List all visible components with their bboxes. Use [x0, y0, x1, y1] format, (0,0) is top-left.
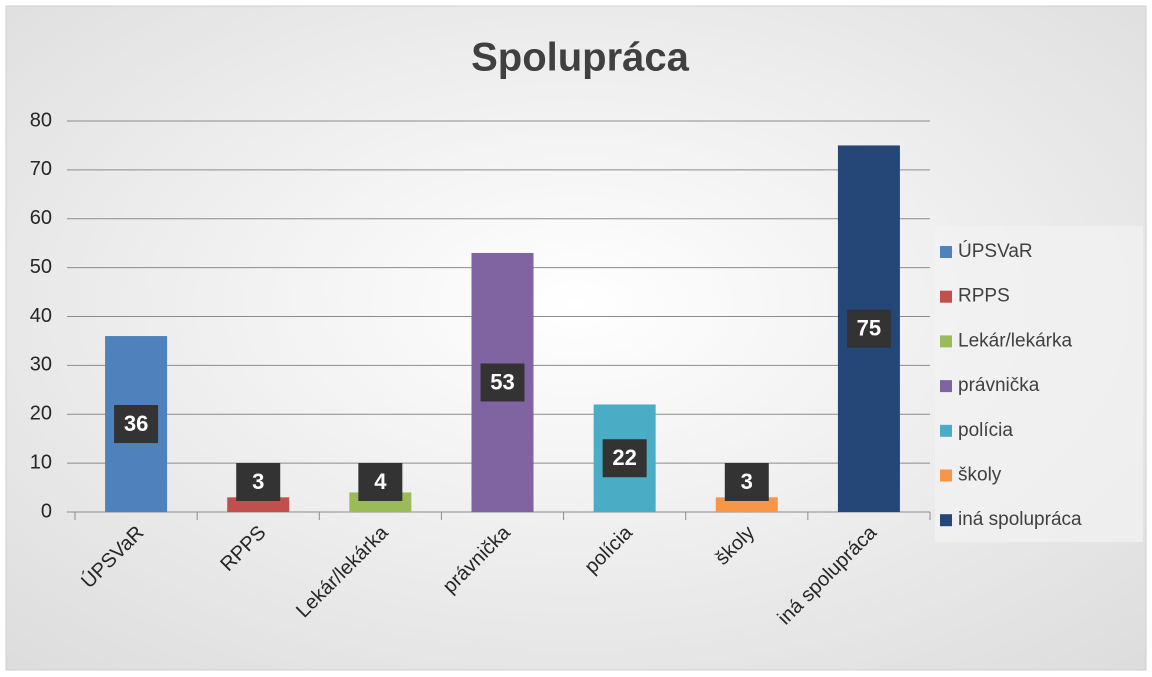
data-label: 3 — [252, 469, 264, 494]
data-label-box — [602, 439, 647, 478]
legend-swatch — [940, 514, 952, 527]
y-tick-label: 80 — [30, 109, 52, 131]
legend-label: Lekár/lekárka — [958, 330, 1072, 351]
data-label-box — [114, 405, 159, 444]
legend-label: právnička — [958, 375, 1040, 396]
y-tick-label: 30 — [30, 354, 52, 376]
y-tick-label: 10 — [30, 451, 52, 473]
legend-label: školy — [958, 465, 1002, 486]
data-label: 3 — [741, 469, 753, 494]
data-label-box — [480, 363, 525, 402]
y-tick-label: 20 — [30, 403, 52, 425]
y-tick-label: 60 — [30, 207, 52, 229]
chart-title: Spolupráca — [471, 36, 690, 80]
legend-swatch — [940, 424, 952, 437]
y-tick-label: 70 — [30, 158, 52, 180]
legend-swatch — [940, 290, 952, 303]
bar — [227, 497, 290, 512]
bar — [715, 497, 778, 512]
data-label-box — [236, 463, 281, 501]
legend-label: iná spolupráca — [958, 509, 1082, 530]
data-label: 22 — [612, 445, 636, 470]
y-tick-label: 50 — [30, 256, 52, 278]
legend-label: ÚPSVaR — [958, 240, 1033, 262]
y-tick-label: 40 — [30, 305, 52, 327]
legend-label: RPPS — [958, 286, 1010, 307]
data-label: 75 — [857, 316, 881, 341]
legend-swatch — [940, 246, 952, 258]
data-label: 53 — [490, 369, 514, 394]
data-label-box — [358, 463, 403, 501]
data-label: 36 — [124, 411, 148, 436]
data-label: 4 — [374, 469, 387, 494]
legend-swatch — [940, 380, 952, 393]
legend-box — [935, 226, 1143, 542]
y-tick-label: 0 — [41, 500, 52, 522]
data-label-box — [846, 309, 891, 348]
legend-label: polícia — [958, 420, 1013, 441]
legend-swatch — [940, 469, 952, 482]
legend-swatch — [940, 335, 952, 348]
data-label-box — [724, 463, 769, 501]
